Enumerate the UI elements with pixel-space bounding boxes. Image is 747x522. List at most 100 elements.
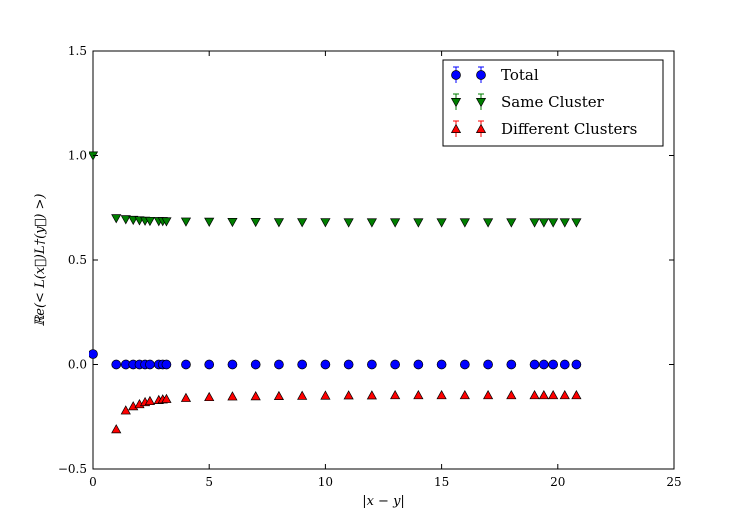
data-point [297,390,308,400]
data-point [181,359,191,370]
data-point [459,390,470,400]
y-tick-label: −0.5 [58,462,87,476]
data-point [506,218,517,228]
data-point [227,218,238,228]
data-point [161,393,172,403]
data-point [436,218,447,228]
data-point [111,214,122,224]
x-tick-label: 5 [205,475,213,489]
x-tick-label: 20 [550,475,565,489]
data-point [320,359,331,370]
data-point [204,391,215,402]
data-point [548,359,559,370]
data-point [571,218,582,228]
y-axis-label: ℝe(< L(x⃗)L†(y⃗) >) [33,193,48,326]
data-point [343,218,354,228]
data-point [180,217,192,227]
data-point [320,390,331,400]
x-tick-label: 15 [434,475,449,489]
data-point [436,390,447,400]
data-point [273,218,285,228]
data-point [571,359,582,370]
data-point [250,391,261,401]
data-point [436,359,447,370]
data-point [367,359,377,370]
legend-marker [475,123,487,133]
data-point [343,359,354,370]
legend-marker [476,70,486,80]
y-tick-label: 1.5 [68,44,87,58]
data-markers [89,151,582,434]
data-point [559,218,570,228]
data-point [227,391,238,401]
legend-marker [475,98,487,108]
legend-label: Total [501,66,539,84]
data-point [366,218,377,228]
data-point [144,216,156,227]
data-point [413,390,424,400]
legend-marker [451,70,461,80]
data-point [161,359,172,370]
data-point [559,359,570,370]
data-point [413,218,424,228]
data-point [145,359,155,370]
data-point [273,390,285,401]
legend-label: Same Cluster [501,93,605,111]
data-point [89,349,98,359]
legend-item: Different Clusters [450,120,637,138]
data-point [506,359,517,370]
data-point [320,218,331,228]
data-point [144,395,156,406]
y-tick-label: 1.0 [68,149,87,163]
legend-item: Same Cluster [450,93,605,111]
data-point [343,390,354,400]
series-same-cluster [89,151,582,228]
data-point [204,359,215,370]
data-point [128,215,139,226]
data-point [482,218,494,228]
data-point [529,359,540,370]
data-point [227,359,238,370]
axis-ticks: 0 5 10 15 20 25 −0.5 0.0 0.5 1.0 1.5 [58,44,682,489]
legend-marker [450,98,462,108]
data-point [250,359,261,370]
data-point [538,390,549,400]
data-point [459,218,470,228]
data-point [506,390,517,400]
data-point [111,424,122,434]
x-axis-label: |x − y| [362,494,405,509]
x-tick-label: 10 [318,475,333,489]
x-tick-label: 0 [89,475,97,489]
data-point [297,218,308,228]
data-point [459,359,470,370]
data-point [482,390,494,400]
data-point [111,359,122,370]
data-point [120,405,131,415]
data-point [161,217,172,227]
data-point [413,359,424,370]
data-point [204,217,215,227]
data-point [274,359,284,370]
data-point [297,359,308,370]
y-tick-label: 0.0 [68,358,87,372]
data-point [390,359,400,370]
data-point [250,218,261,228]
data-point [529,390,540,400]
series-different-clusters [111,390,582,434]
x-tick-label: 25 [666,475,681,489]
data-point [538,218,549,228]
y-tick-label: 0.5 [68,253,87,267]
data-point [180,392,192,402]
data-point [548,390,559,400]
data-point [548,218,559,228]
data-point [529,218,540,228]
data-point [571,390,582,400]
data-point [539,359,549,370]
legend: Total Same Cluster Different Clusters [442,59,664,147]
series-total [89,349,582,370]
data-point [559,390,570,400]
data-point [390,218,401,228]
data-point [366,390,377,400]
data-point [120,215,131,225]
legend-label: Different Clusters [501,120,637,138]
